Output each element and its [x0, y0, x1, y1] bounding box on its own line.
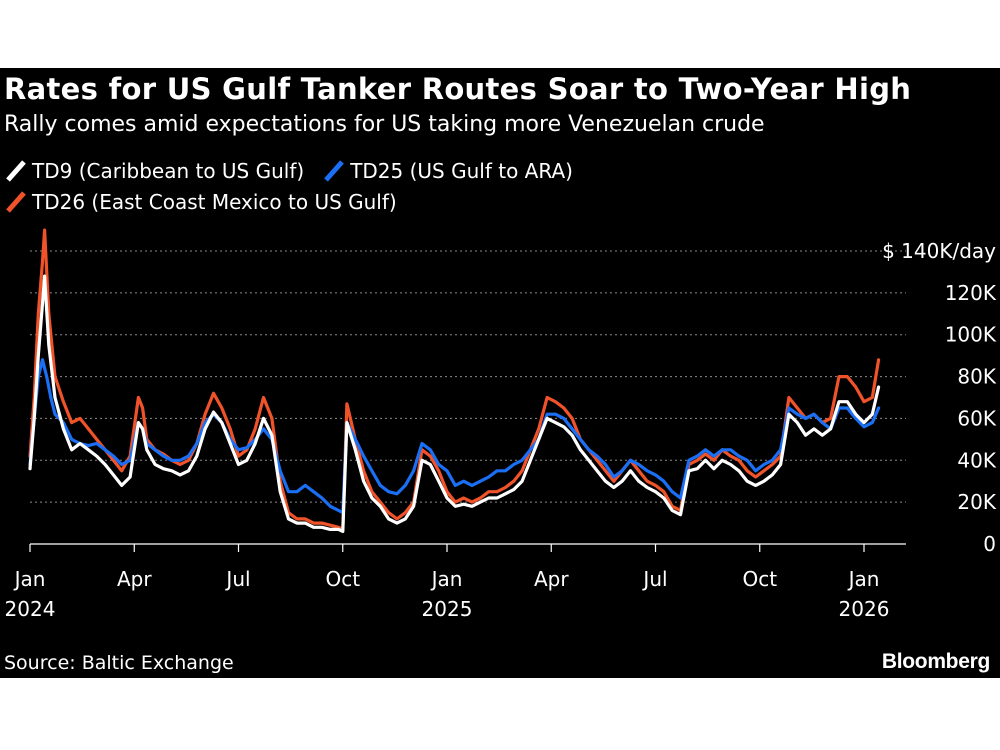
chart-title: Rates for US Gulf Tanker Routes Soar to …: [4, 72, 912, 106]
series-line-td26: [28, 228, 881, 531]
source-note: Source: Baltic Exchange: [4, 652, 234, 674]
x-tick-label: Jul: [224, 567, 250, 591]
series-line-td9: [28, 274, 881, 533]
legend-swatch-td25-line: [324, 160, 345, 182]
legend-label-td9: TD9 (Caribbean to US Gulf): [32, 159, 305, 183]
y-tick-label: 40K: [957, 448, 996, 472]
bloomberg-logo: Bloomberg: [881, 650, 990, 673]
y-tick-labels: 0 20K 40K 60K 80K 100K 120K $ 140K/day: [882, 239, 997, 556]
x-tick-label: Oct: [742, 567, 777, 591]
series-layer: [28, 228, 881, 533]
axis-layer: [29, 543, 906, 552]
y-tick-label: 0: [983, 532, 996, 556]
x-tick-label: Jul: [641, 567, 667, 591]
y-tick-label: 20K: [957, 490, 996, 514]
x-tick-year-label: 2025: [422, 597, 473, 621]
legend-swatch-td9-line: [6, 160, 26, 182]
legend-item-td25: TD25 (US Gulf to ARA): [322, 158, 573, 184]
x-tick-label: Apr: [534, 567, 569, 591]
x-tick-year-label: 2024: [5, 597, 56, 621]
chart-subtitle: Rally comes amid expectations for US tak…: [4, 112, 765, 137]
legend-item-td9: TD9 (Caribbean to US Gulf): [4, 158, 304, 184]
x-tick-label: Jan: [430, 567, 463, 591]
legend-swatch-td9: [6, 160, 26, 182]
legend-swatch-td26: [6, 191, 26, 213]
x-tick-label: Oct: [325, 567, 360, 591]
y-tick-label: 120K: [945, 281, 997, 305]
x-tick-label: Jan: [847, 567, 880, 591]
y-tick-label: $ 140K/day: [882, 239, 996, 263]
y-tick-label: 80K: [957, 365, 996, 389]
x-tick-year-label: 2026: [839, 597, 890, 621]
legend-label-td25: TD25 (US Gulf to ARA): [350, 159, 573, 183]
grid-layer: [30, 250, 906, 503]
y-tick-label: 60K: [957, 406, 996, 430]
legend-label-td26: TD26 (East Coast Mexico to US Gulf): [32, 190, 397, 214]
x-tick-label: Apr: [117, 567, 152, 591]
legend-item-td26: TD26 (East Coast Mexico to US Gulf): [4, 189, 397, 215]
x-tick-label: Jan: [13, 567, 46, 591]
chart-panel: Rates for US Gulf Tanker Routes Soar to …: [0, 68, 1000, 678]
chart-plot: 0 20K 40K 60K 80K 100K 120K $ 140K/day Jan 2024 A…: [5, 228, 997, 621]
x-tick-labels: Jan 2024 Apr Jul Oct Jan 2025 Apr Jul Oct Jan 2026: [5, 567, 890, 621]
legend-row-1: TD9 (Caribbean to US Gulf) TD25 (US Gulf…: [4, 158, 591, 184]
legend-swatch-td25: [324, 160, 345, 182]
series-line-td25: [28, 358, 881, 515]
legend-row-2: TD26 (East Coast Mexico to US Gulf): [4, 189, 415, 215]
y-tick-label: 100K: [945, 323, 997, 347]
legend-swatch-td26-line: [6, 191, 26, 213]
